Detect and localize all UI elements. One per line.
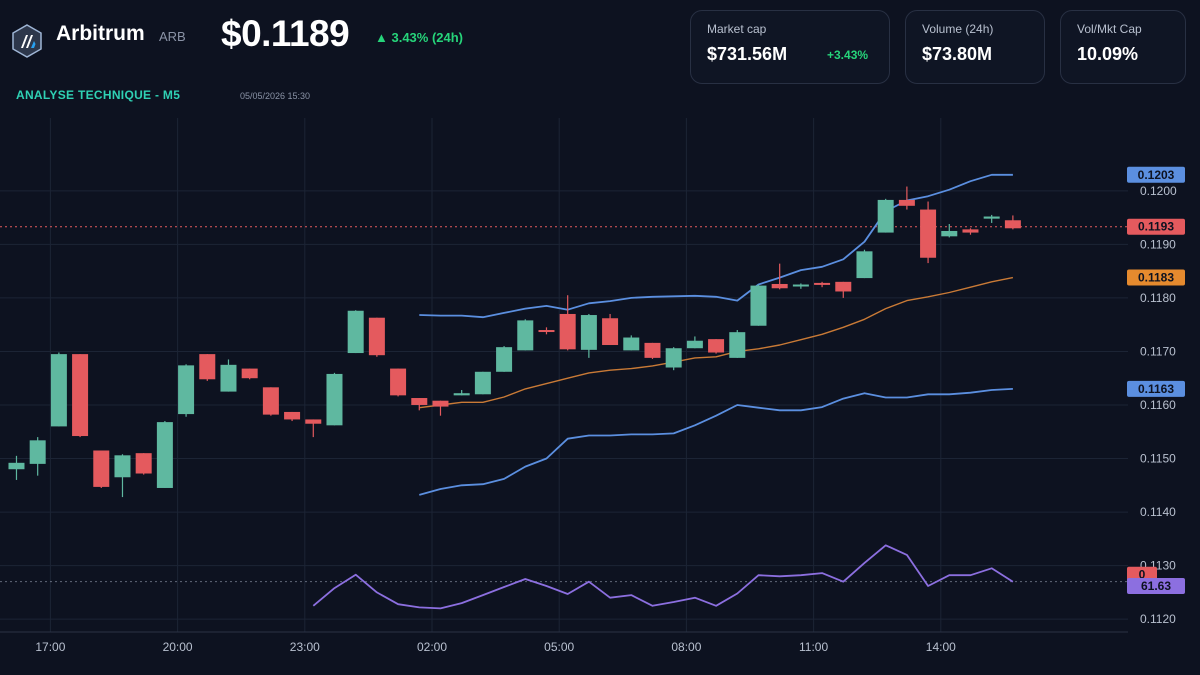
candle-up [623,337,640,351]
y-tick-label: 0.1190 [1140,237,1176,251]
candle-down [708,339,725,353]
candle-up [326,373,343,426]
candle-down [644,342,661,358]
y-tick-label: 0.1120 [1140,612,1176,626]
analysis-title: ANALYSE TECHNIQUE - M5 [16,88,181,102]
price-tag-label: 0.1163 [1138,382,1174,396]
candle-up [665,348,682,368]
price-tag [1127,380,1185,397]
y-tick-label: 0.1150 [1140,452,1176,466]
candle-up [580,315,597,350]
candle-down [199,354,216,380]
volume-value: $73.80M [922,44,993,64]
x-tick-label: 05:00 [544,640,574,654]
coin-name: Arbitrum [56,22,145,45]
rsi-line [312,544,1014,610]
candle-up [792,284,809,287]
price-tag [1127,269,1185,286]
candle-down [368,317,385,356]
candle-down [390,368,407,396]
candle-down [920,209,937,258]
volume-card: Volume (24h) $73.80M [905,10,1045,84]
moving-average-line [419,276,1014,409]
bollinger-upper-line [419,173,1013,319]
candle-up [517,320,534,351]
candle-down [1004,220,1021,229]
candle-down [241,368,258,379]
candle-down [305,419,322,424]
coin-symbol: ARB [159,29,186,44]
candle-down [559,313,576,350]
candle-down [135,453,152,474]
y-tick-label: 0.1160 [1140,398,1176,412]
x-tick-label: 08:00 [671,640,701,654]
candle-down [814,282,831,285]
volume-label: Volume (24h) [922,22,994,36]
candle-down [284,411,301,420]
candle-down [835,281,852,292]
price-tag [1127,166,1185,183]
market-cap-card: Market cap $731.56M +3.43% [690,10,890,84]
candle-down [898,199,915,206]
bollinger-lower-line [419,388,1013,496]
x-tick-label: 23:00 [290,640,320,654]
candle-up [453,393,470,396]
x-tick-label: 17:00 [35,640,65,654]
candle-down [262,387,279,415]
candle-up [729,332,746,358]
candle-down [432,400,449,407]
candle-up [496,347,513,372]
header: Arbitrum ARB $0.1189 ▲ 3.43% (24h) ANALY… [0,0,1200,110]
market-cap-value: $731.56M [707,44,788,64]
candle-down [93,450,110,487]
market-cap-change: +3.43% [827,48,869,62]
price-tag-label: 0.1193 [1138,220,1174,234]
arbitrum-logo-icon [12,24,42,58]
candle-down [962,229,979,233]
price-tag-label: 0.1183 [1138,271,1174,285]
candle-up [50,354,67,427]
candle-down [602,318,619,346]
candle-up [686,340,703,349]
y-tick-label: 0.1180 [1140,291,1176,305]
candle-down [538,330,555,333]
vol-mkt-cap-label: Vol/Mkt Cap [1077,22,1142,36]
candle-up [983,216,1000,219]
candle-up [347,310,364,354]
x-tick-label: 02:00 [417,640,447,654]
candle-down [72,354,89,437]
candle-up [474,371,491,395]
y-tick-label: 0.1170 [1140,344,1176,358]
price-tag [1127,577,1185,594]
y-tick-label: 0.1200 [1140,184,1177,198]
x-tick-label: 11:00 [799,640,828,654]
candle-up [156,422,173,488]
candle-up [941,230,958,237]
candle-down [411,398,428,405]
x-tick-label: 20:00 [163,640,193,654]
vol-mkt-cap-card: Vol/Mkt Cap 10.09% [1060,10,1186,84]
market-cap-label: Market cap [707,22,767,36]
price-tag-label: 61.63 [1141,579,1171,593]
candle-up [877,199,894,233]
price-tag-label: 0 [1139,568,1146,582]
candle-up [750,285,767,326]
candle-up [178,365,195,415]
analysis-timestamp: 05/05/2026 15:30 [240,91,311,101]
y-tick-label: 0.1140 [1140,505,1176,519]
candle-up [856,251,873,279]
candle-up [114,455,131,478]
candle-up [8,462,25,470]
current-price: $0.1189 [221,13,350,54]
vol-mkt-cap-value: 10.09% [1077,44,1139,64]
candle-up [220,364,237,392]
price-tag [1127,218,1185,235]
x-tick-label: 14:00 [926,640,956,654]
candle-down [771,283,788,289]
price-tag-label: 0.1203 [1138,168,1175,182]
candle-up [29,440,46,464]
price-change-24h: ▲ 3.43% (24h) [375,30,464,45]
